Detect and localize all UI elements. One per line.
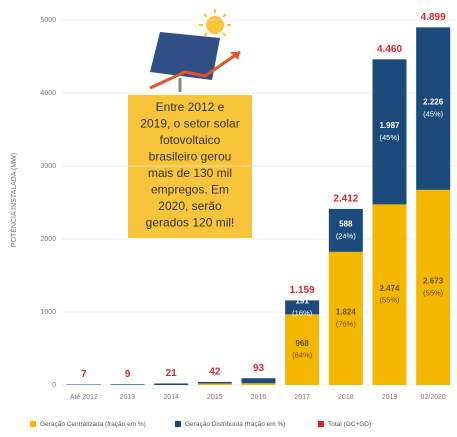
bar-segment (154, 383, 189, 385)
bar-segment (416, 27, 451, 190)
x-tick-label: 2017 (294, 394, 310, 401)
x-tick-label: 2019 (382, 394, 398, 401)
total-label: 42 (209, 367, 221, 378)
segment-percent: (55%) (423, 288, 444, 297)
total-label: 9 (125, 369, 131, 380)
segment-label: 2.474 (379, 284, 400, 293)
legend-label: Total (GC+GD) (328, 421, 371, 428)
x-tick-label: 2014 (163, 394, 179, 401)
y-tick-label: 3000 (40, 163, 56, 170)
bar-segment (285, 314, 320, 385)
y-tick-label: 2000 (40, 236, 56, 243)
bar-segment (285, 300, 320, 315)
segment-label: 588 (339, 219, 353, 228)
legend-label: Geração Centralizada (fração em %) (40, 421, 146, 428)
bar-segment (241, 378, 276, 384)
annotation-text: empregos. Em (151, 183, 229, 197)
bar-segment (372, 59, 407, 205)
x-tick-label: 2015 (207, 394, 223, 401)
bar-segment (197, 381, 232, 384)
segment-label: 191 (295, 296, 309, 305)
x-tick-label: 2013 (120, 394, 136, 401)
segment-percent: (24%) (336, 231, 357, 240)
segment-label: 2.673 (423, 277, 444, 286)
x-tick-label: 2018 (338, 394, 354, 401)
legend-swatch (30, 421, 36, 427)
total-label: 93 (253, 363, 265, 374)
x-tick-label: 02/2020 (421, 394, 446, 401)
annotation-text: 2020, serão (158, 199, 222, 213)
bar-segment (372, 204, 407, 385)
bar-segment (110, 384, 145, 385)
legend-label: Geração Distribuída (fração em %) (185, 421, 285, 428)
total-label: 2.412 (333, 194, 358, 205)
segment-percent: (55%) (379, 296, 400, 305)
total-label: 1.159 (290, 285, 315, 296)
bar-segment (328, 208, 363, 252)
bar-segment (197, 383, 232, 385)
total-label: 7 (81, 369, 87, 380)
legend-swatch (318, 421, 324, 427)
total-label: 4.460 (377, 44, 402, 55)
segment-label: 968 (295, 339, 309, 348)
y-tick-label: 1000 (40, 309, 56, 316)
y-tick-label: 0 (52, 382, 56, 389)
segment-percent: (45%) (379, 133, 400, 142)
segment-label: 2.226 (423, 98, 444, 107)
annotation-text: mais de 130 mil (148, 166, 232, 180)
y-tick-label: 5000 (40, 17, 56, 24)
annotation-text: fotovoltaico (160, 133, 221, 147)
total-label: 21 (166, 368, 178, 379)
bar-segment (328, 251, 363, 385)
annotation-text: brasileiro gerou (149, 150, 232, 164)
legend-swatch (175, 421, 181, 427)
x-tick-label: Até 2012 (70, 394, 98, 401)
segment-label: 1.987 (379, 121, 400, 130)
segment-percent: (45%) (423, 110, 444, 119)
segment-percent: (76%) (336, 319, 357, 328)
segment-label: 1.824 (336, 308, 357, 317)
y-tick-label: 4000 (40, 90, 56, 97)
annotation-text: Entre 2012 e (156, 100, 225, 114)
y-axis-label: POTÊNCIA INSTALADA (MW) (9, 153, 18, 247)
x-tick-label: 2016 (251, 394, 267, 401)
segment-percent: (16%) (292, 308, 313, 317)
annotation-box (128, 95, 252, 238)
bar-segment (241, 383, 276, 385)
solar-icon (149, 9, 241, 92)
bar-segment (66, 384, 101, 385)
annotation-text: gerados 120 mil! (146, 216, 235, 230)
total-label: 4.899 (421, 12, 446, 23)
annotation-text: 2019, o setor solar (140, 117, 239, 131)
bar-segment (416, 189, 451, 385)
segment-percent: (84%) (292, 351, 313, 360)
